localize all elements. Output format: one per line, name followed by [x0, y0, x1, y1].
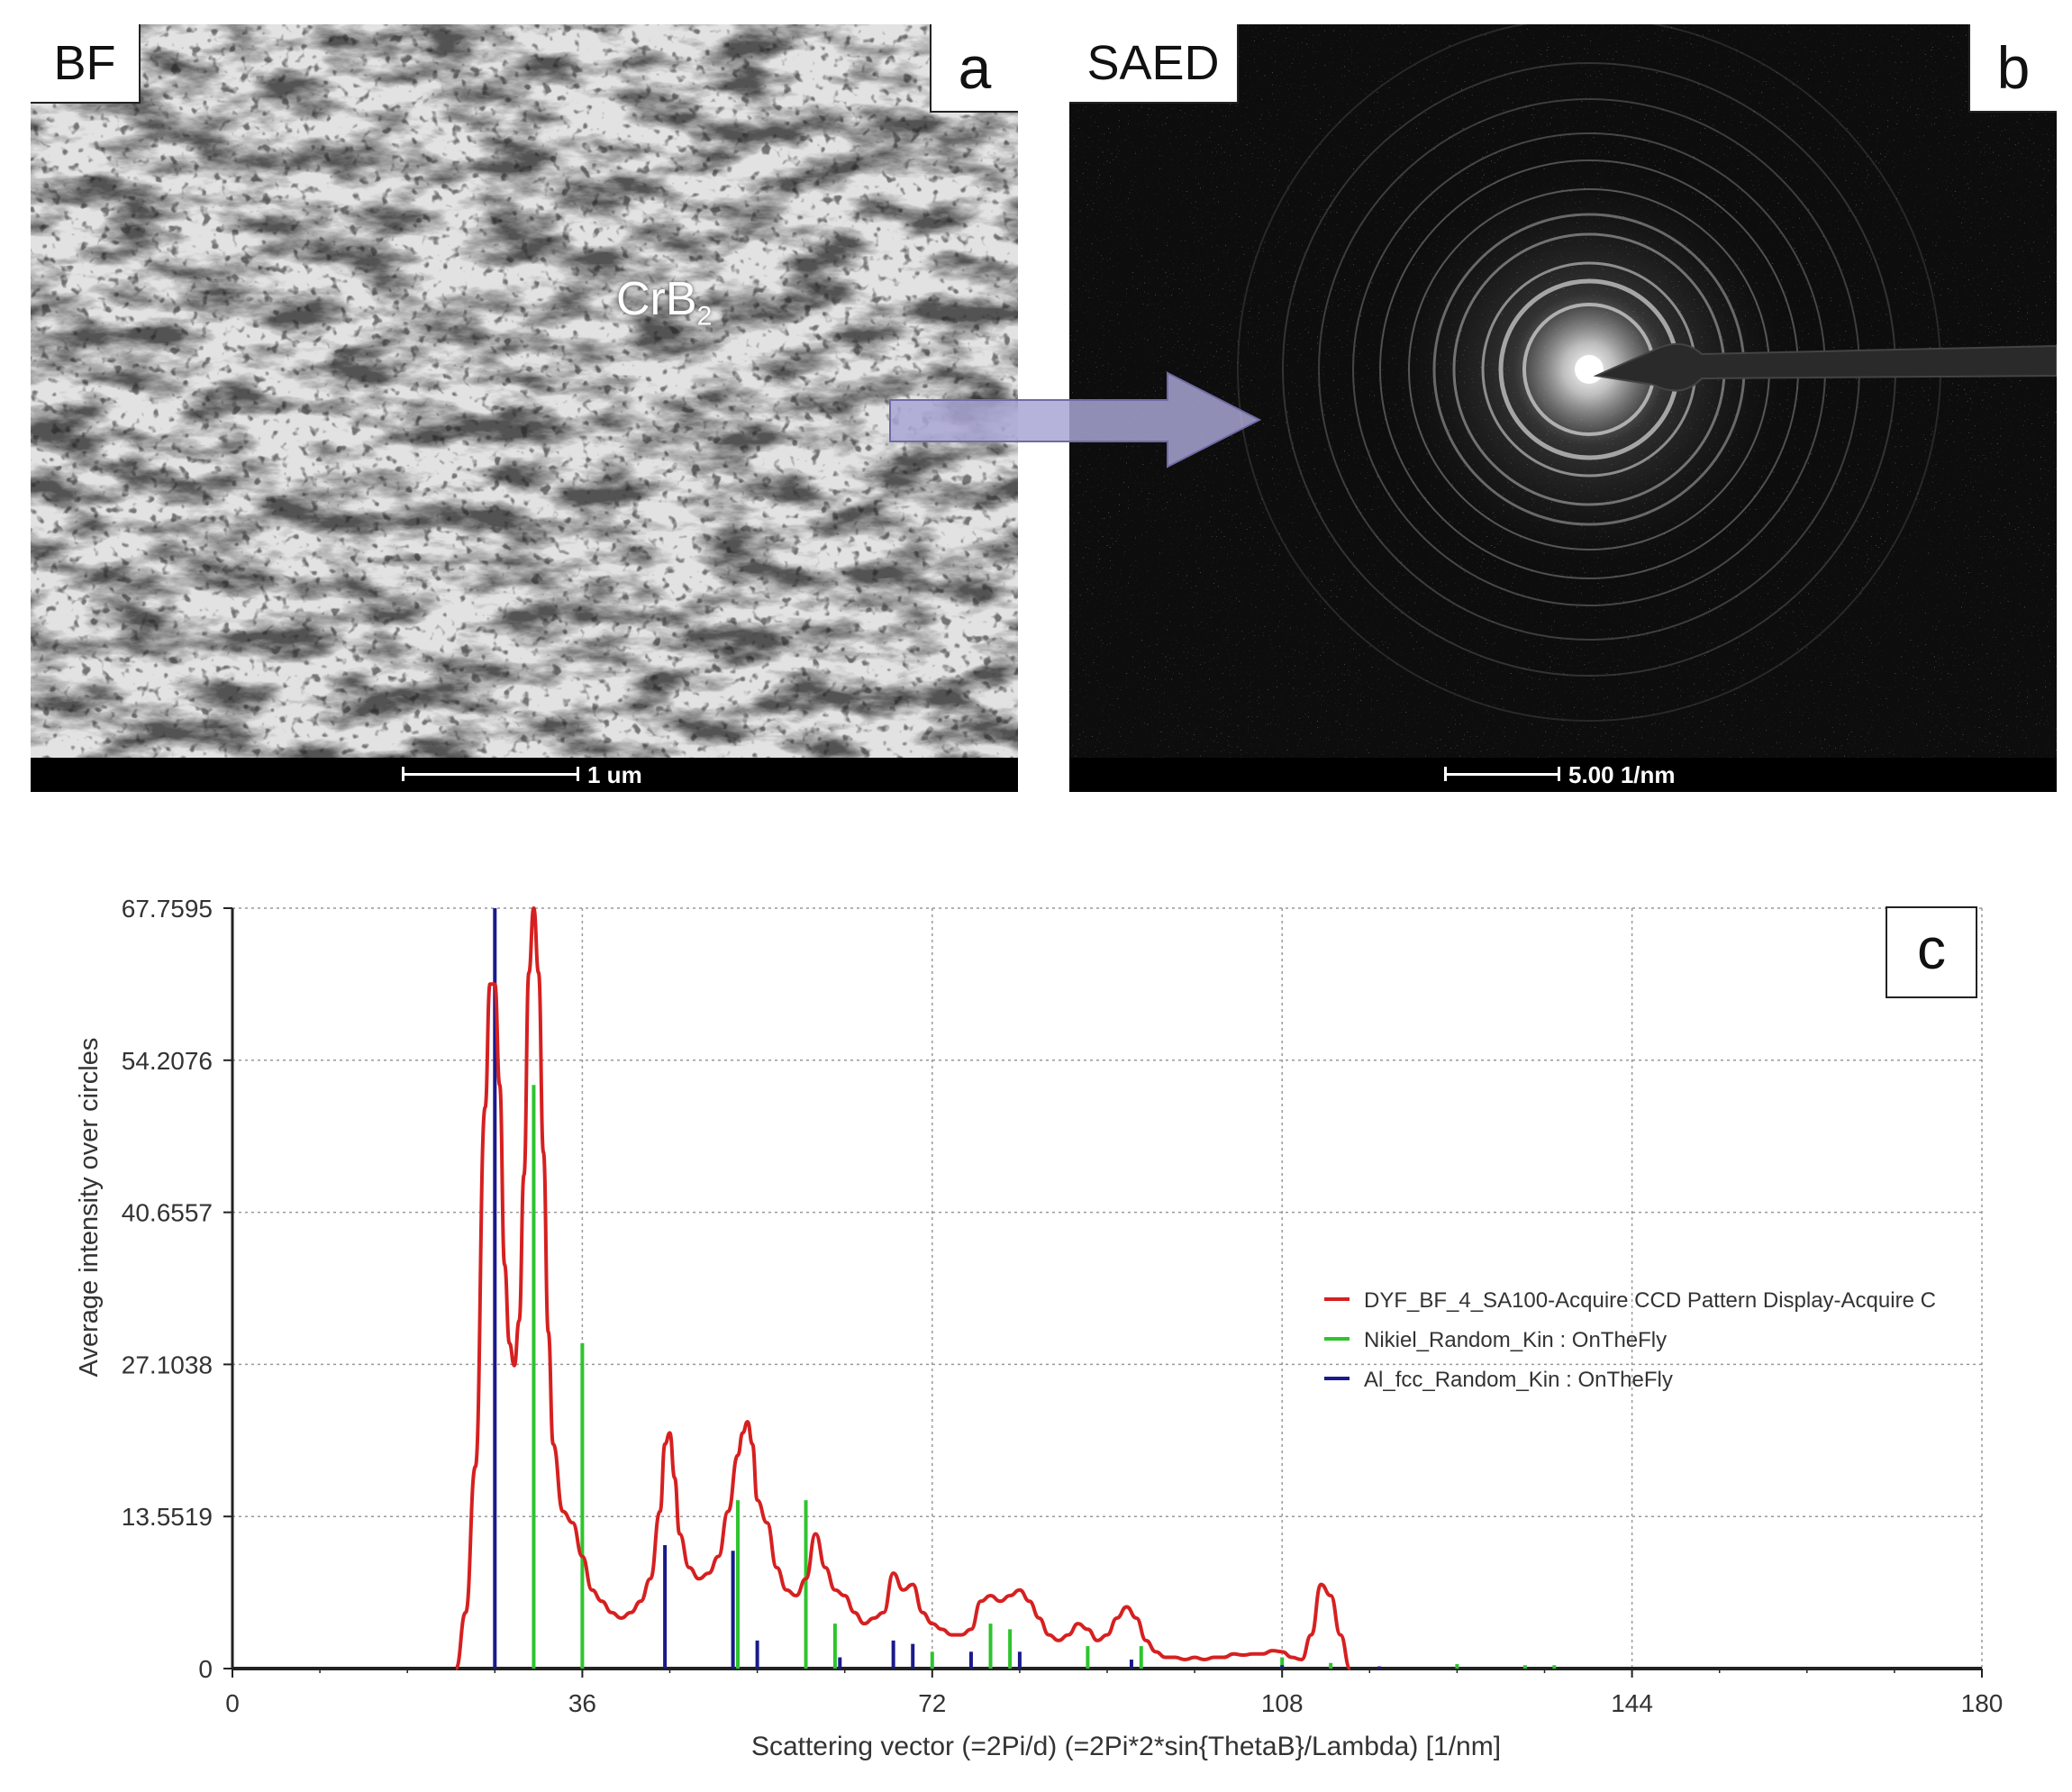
y-tick-label: 40.6557 [122, 1199, 213, 1227]
x-tick-label: 180 [1961, 1689, 2004, 1717]
panel-b-scalebar-strip: 5.00 1/nm [1069, 758, 2057, 792]
measured-profile [454, 906, 1352, 1670]
panel-a-bf-image: BF a CrB2 1 um [31, 24, 1018, 792]
y-tick-label: 67.7595 [122, 895, 213, 923]
x-tick-label: 0 [225, 1689, 240, 1717]
legend-entry: DYF_BF_4_SA100-Acquire CCD Pattern Displ… [1364, 1288, 1936, 1313]
x-tick-label: 72 [918, 1689, 946, 1717]
scalebar-b-right-tick [1558, 767, 1560, 781]
scalebar-b-label: 5.00 1/nm [1568, 761, 1676, 788]
panel-c-letter: c [1917, 916, 1946, 981]
reference-sticks [493, 908, 1557, 1669]
x-tick-label: 36 [568, 1689, 596, 1717]
legend-entry: Al_fcc_Random_Kin : OnTheFly [1364, 1368, 1673, 1392]
legend-entry: Nikiel_Random_Kin : OnTheFly [1364, 1328, 1667, 1352]
scalebar-a-right-tick [577, 767, 579, 781]
chart-grid [232, 907, 1983, 1669]
scalebar-b-line [1444, 773, 1559, 776]
phase-label-crb2: CrB2 [616, 272, 712, 332]
y-axis-label: Average intensity over circles [75, 1038, 104, 1378]
measured-profile-line [454, 906, 1352, 1670]
panel-b-letter: b [1968, 24, 2057, 113]
x-tick-label: 144 [1611, 1689, 1653, 1717]
scalebar-a-line [402, 773, 578, 776]
scalebar-a-label: 1 um [587, 761, 642, 788]
x-tick-labels: 0 36 72 108 144 180 [225, 1689, 2003, 1717]
x-tick-label: 108 [1261, 1689, 1304, 1717]
y-tick-label: 27.1038 [122, 1351, 213, 1378]
panel-a-scalebar-strip: 1 um [31, 758, 1018, 792]
phase-label-main: CrB [616, 273, 697, 325]
panel-b-tag: SAED [1069, 24, 1239, 104]
chart-axes [223, 907, 1983, 1678]
y-tick-label: 0 [198, 1655, 213, 1683]
panel-b-saed-image: SAED b 5.00 1/nm [1069, 24, 2057, 792]
chart-legend: DYF_BF_4_SA100-Acquire CCD Pattern Displ… [1324, 1288, 1936, 1392]
saed-pattern [1069, 24, 2057, 792]
panel-a-letter: a [930, 24, 1018, 113]
y-tick-label: 13.5519 [122, 1503, 213, 1531]
y-tick-label: 54.2076 [122, 1047, 213, 1075]
x-axis-label: Scattering vector (=2Pi/d) (=2Pi*2*sin{T… [751, 1732, 1501, 1761]
panel-a-tag: BF [31, 24, 141, 104]
y-tick-labels: 0 13.5519 27.1038 40.6557 54.2076 67.7595 [122, 895, 213, 1683]
phase-label-subscript: 2 [696, 301, 713, 332]
beam-stop [1593, 343, 2057, 392]
bf-micrograph [31, 24, 1018, 792]
panel-c-letter-box: c [1886, 906, 1977, 998]
